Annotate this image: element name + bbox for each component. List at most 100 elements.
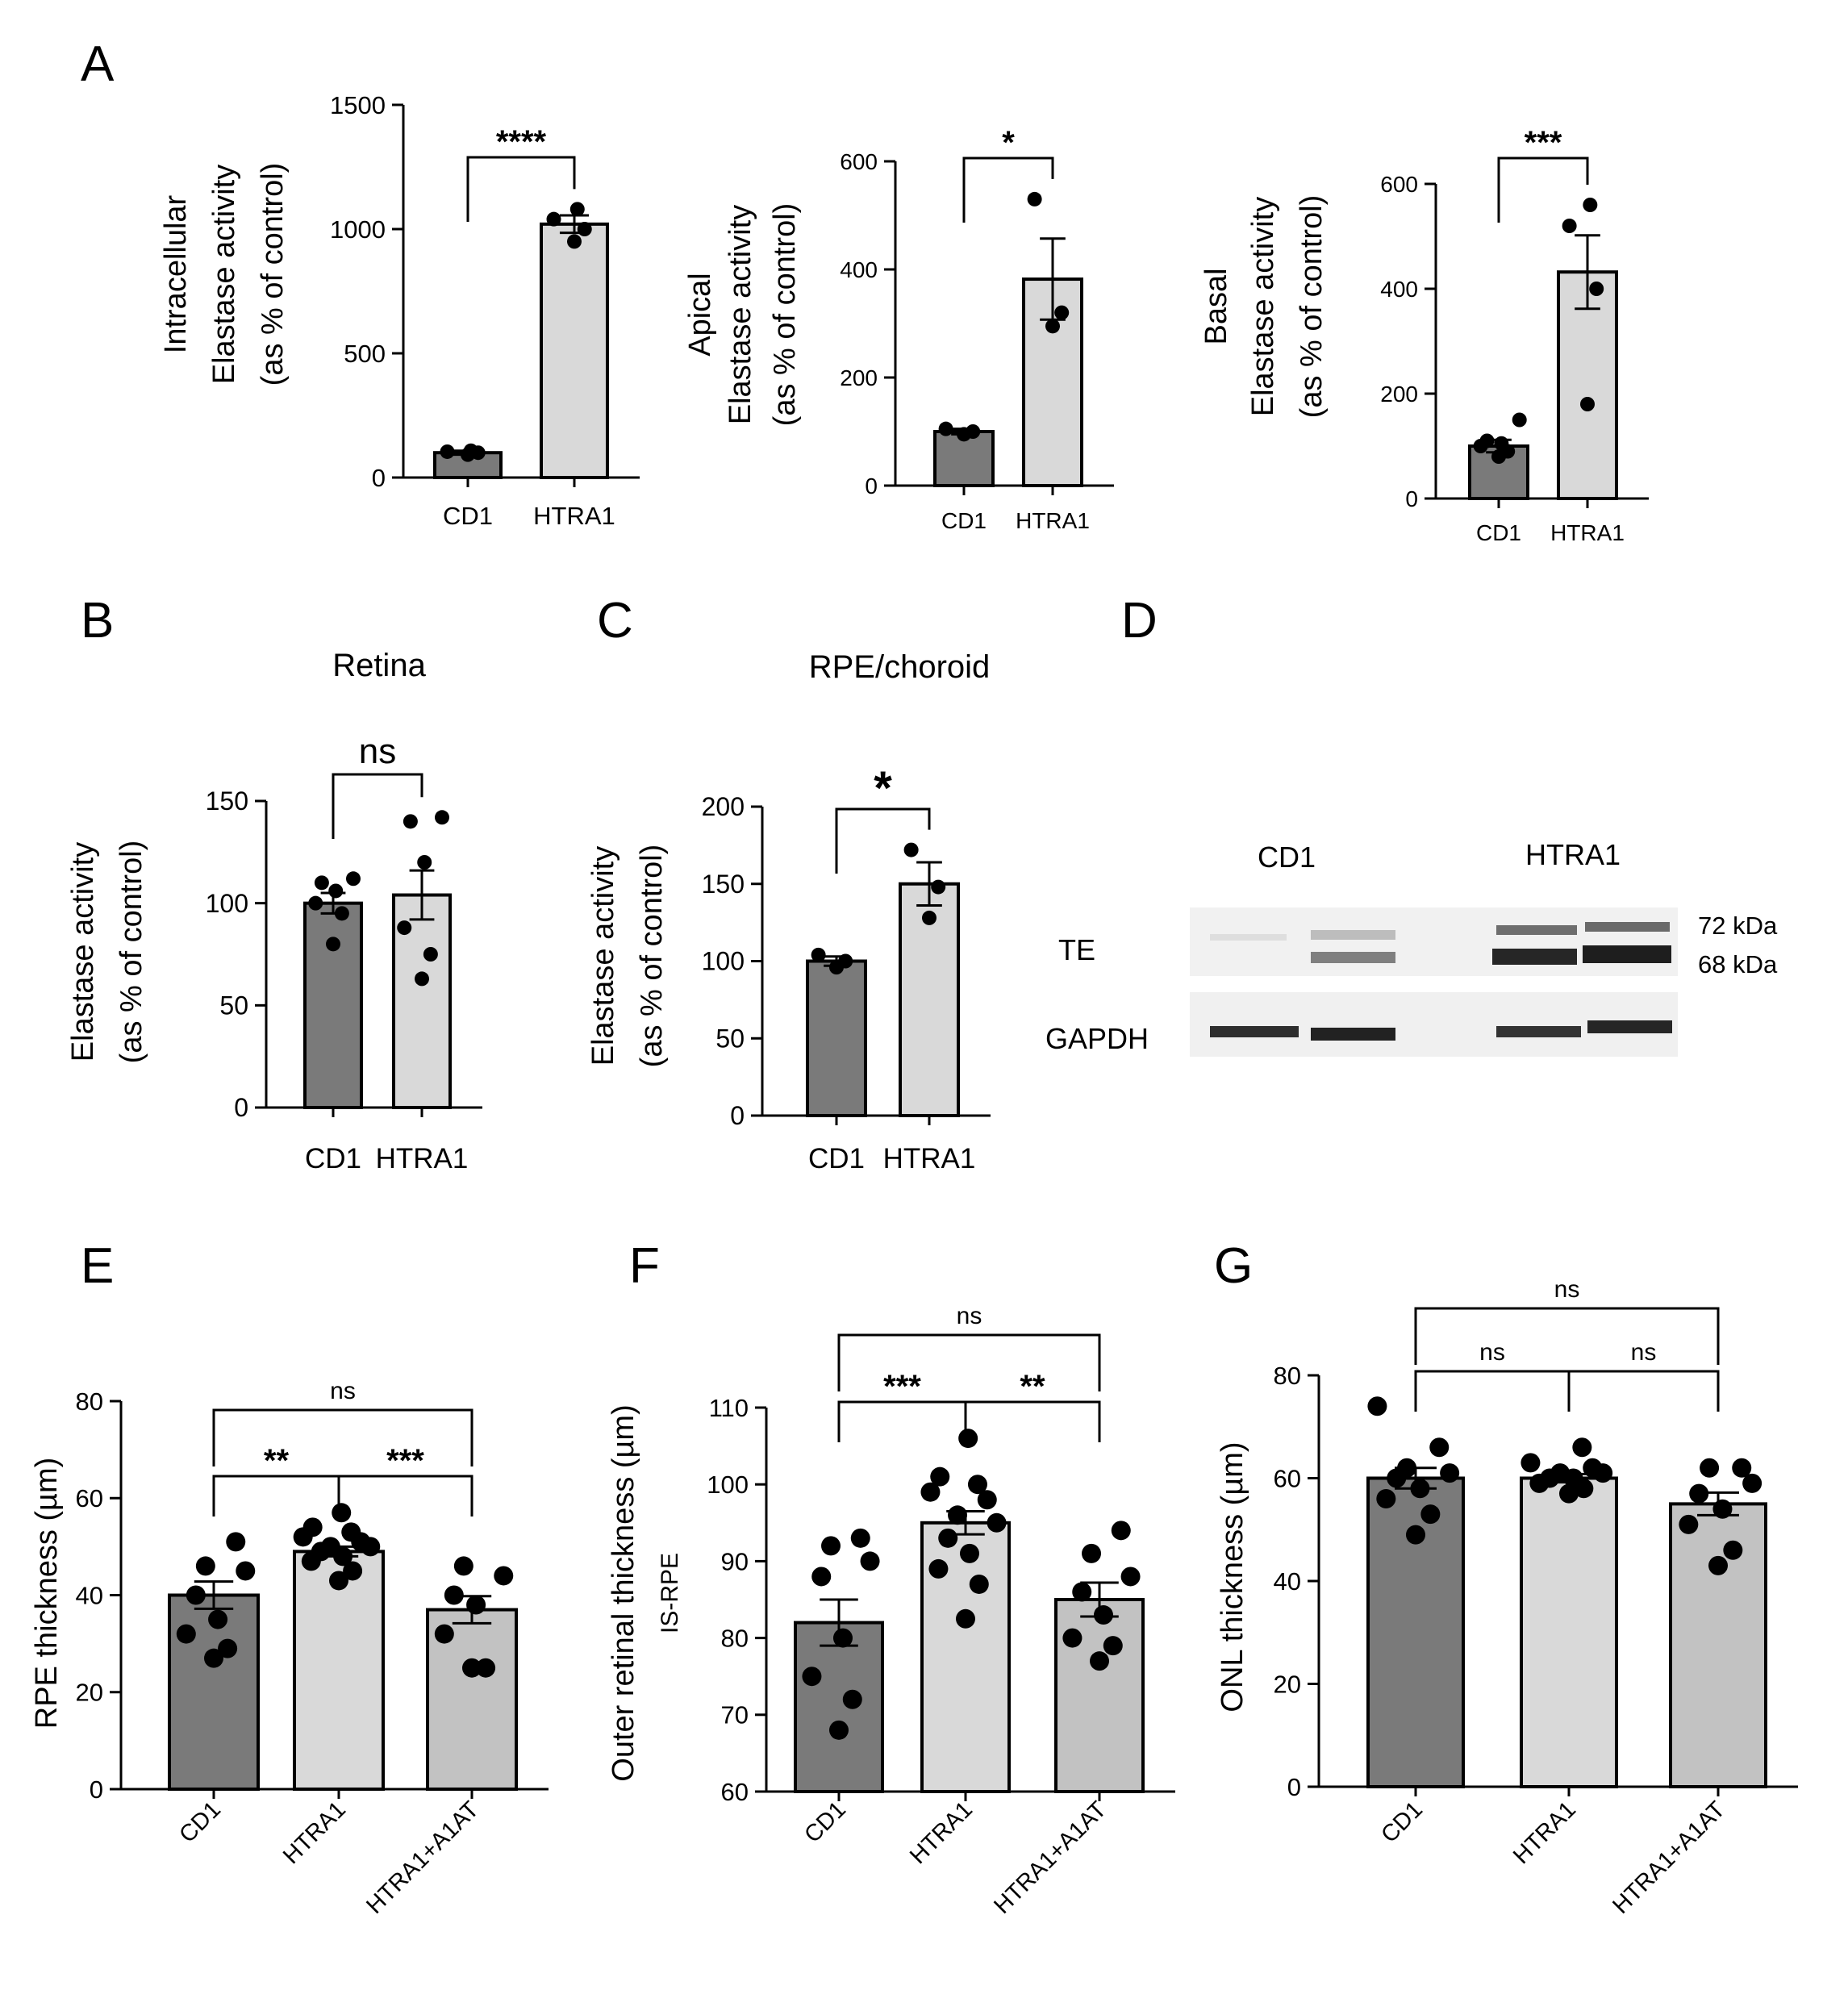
significance-label: * [874, 762, 892, 815]
data-point [195, 1556, 215, 1576]
data-point [403, 814, 418, 829]
y-tick-label: 0 [730, 1101, 745, 1130]
category-label: HTRA1 [376, 1143, 469, 1174]
y-tick-label: 20 [1274, 1670, 1301, 1698]
data-point [1406, 1525, 1425, 1545]
y-tick-label: 50 [219, 991, 248, 1020]
blot-te-band [1311, 952, 1395, 963]
y-tick-label: 80 [1274, 1362, 1301, 1390]
bar [794, 1621, 884, 1794]
data-point [423, 947, 438, 962]
significance-bracket [1497, 156, 1589, 223]
significance-label: ns [1479, 1339, 1505, 1366]
significance-bracket [962, 156, 1054, 223]
data-point [343, 1561, 363, 1581]
data-point [1521, 1453, 1541, 1473]
category-label: HTRA1 [883, 1143, 976, 1174]
bar [540, 222, 609, 479]
category-label: HTRA1 [1016, 508, 1090, 533]
y-tick-label: 200 [702, 792, 745, 821]
y-tick-label: 40 [1274, 1567, 1301, 1596]
data-point [850, 1528, 870, 1548]
y-tick-label: 0 [90, 1775, 103, 1804]
data-point [1732, 1458, 1752, 1478]
y-axis-label: Elastase activity [66, 842, 100, 1062]
western-blot: CD1 HTRA1 TE GAPDH 72 kDa 68 kDa [1045, 838, 1778, 1057]
data-point [218, 1638, 238, 1658]
data-point [415, 971, 429, 987]
data-point [821, 1536, 841, 1556]
data-point [463, 443, 478, 458]
y-tick-label: 0 [1287, 1773, 1301, 1801]
data-point [341, 1522, 361, 1542]
data-point [1723, 1540, 1743, 1560]
significance-bracket [337, 1475, 473, 1516]
y-axis-label: ONL thickness (µm) [1216, 1441, 1249, 1712]
data-point [345, 871, 361, 887]
blot-te-band [1210, 934, 1287, 941]
y-tick-label: 100 [707, 1471, 749, 1499]
data-point [842, 1689, 862, 1709]
significance-bracket [1414, 1307, 1720, 1365]
significance-label: ns [1631, 1339, 1657, 1366]
y-axis-label: (as % of control) [1295, 195, 1329, 419]
significance-label: *** [883, 1369, 921, 1404]
bar [303, 901, 363, 1109]
category-label: CD1 [443, 502, 493, 530]
significance-label: ns [359, 732, 396, 771]
data-point [1103, 1636, 1123, 1656]
data-point [1708, 1555, 1728, 1575]
data-point [1367, 1396, 1387, 1416]
blot-gapdh-band [1311, 1028, 1395, 1041]
data-point [838, 953, 853, 969]
y-axis-label: IS-RPE [657, 1553, 683, 1633]
data-point [938, 1528, 958, 1548]
data-point [1512, 412, 1527, 428]
data-point [1559, 1483, 1579, 1504]
data-point [1397, 1458, 1417, 1478]
blot-te-band [1492, 949, 1577, 965]
chart-c-rpe-choroid: RPE/choroid 0 50 100 150 200 Elastase activity… [586, 649, 991, 1174]
data-point [314, 875, 329, 891]
y-tick-label: 100 [702, 947, 745, 976]
data-point [977, 1490, 997, 1510]
data-point [176, 1624, 196, 1644]
data-point [959, 1543, 979, 1563]
data-point [987, 1512, 1007, 1533]
category-label: CD1 [1476, 520, 1521, 545]
blot-size-marker-68: 68 kDa [1698, 950, 1778, 978]
data-point [1027, 191, 1042, 207]
blot-te-band [1496, 925, 1577, 935]
data-point [332, 1503, 352, 1523]
category-label: CD1 [808, 1143, 865, 1174]
category-label: HTRA1 [533, 502, 615, 530]
y-tick-label: 400 [1380, 277, 1418, 302]
data-point [577, 222, 592, 236]
y-tick-label: 40 [76, 1581, 103, 1609]
data-point [1120, 1567, 1141, 1587]
y-axis-label: RPE thickness (µm) [30, 1458, 64, 1729]
data-point [302, 1517, 323, 1537]
y-axis-label: Elastase activity [724, 205, 757, 424]
data-point [1580, 397, 1595, 411]
data-point [226, 1532, 246, 1552]
data-point [204, 1648, 223, 1668]
data-point [567, 234, 582, 249]
data-point [453, 1556, 473, 1576]
data-point [308, 895, 323, 911]
bar [1669, 1502, 1767, 1788]
y-tick-label: 20 [76, 1679, 103, 1707]
y-tick-label: 90 [721, 1547, 749, 1575]
blot-te-band [1583, 945, 1671, 963]
data-point [1583, 198, 1598, 212]
category-label: CD1 [941, 508, 987, 533]
data-point [1410, 1479, 1430, 1499]
panel-letter-b: B [81, 593, 114, 649]
data-point [476, 1658, 496, 1678]
y-axis-label: (as % of control) [256, 163, 290, 386]
bar [1366, 1476, 1465, 1788]
y-axis-label: (as % of control) [635, 845, 669, 1068]
chart-a-basal: 0 200 400 600 Basal Elastase activity (as % of… [1199, 125, 1649, 545]
data-point [1082, 1543, 1102, 1563]
y-tick-label: 0 [234, 1093, 248, 1122]
